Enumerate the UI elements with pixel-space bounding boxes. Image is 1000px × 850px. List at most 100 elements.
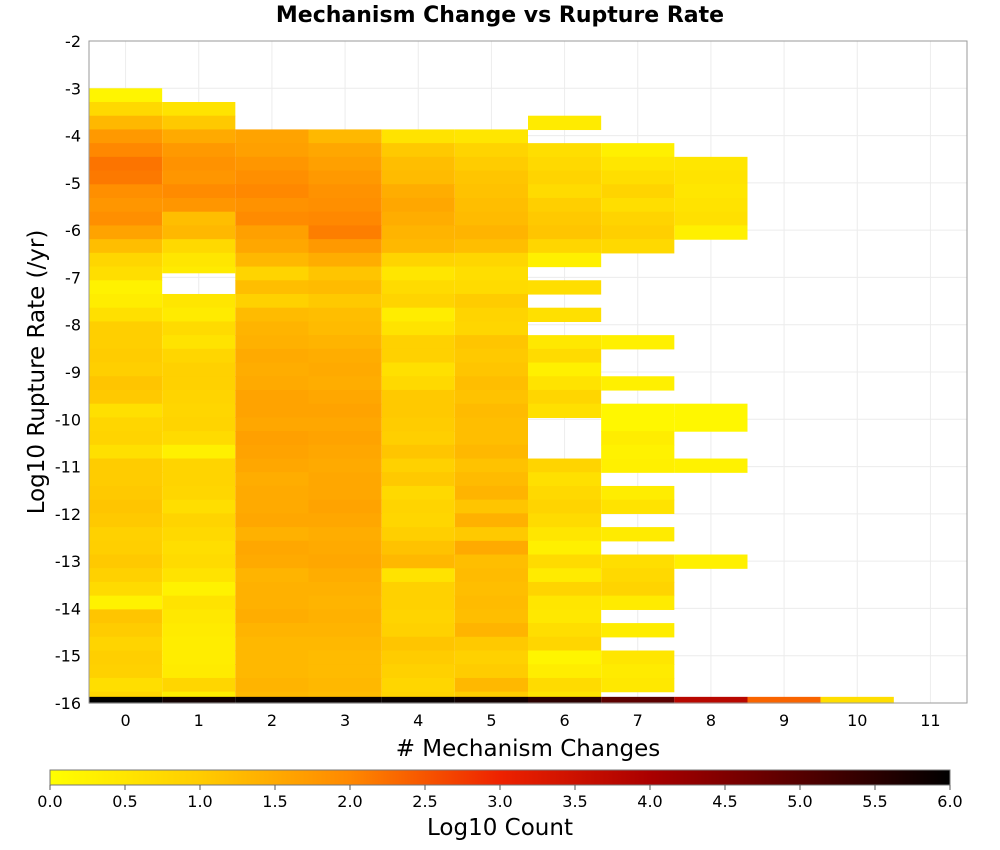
colorbar-tick-label: 2.0 (337, 792, 362, 811)
heatmap-cell (381, 499, 455, 514)
heatmap-cell (381, 472, 455, 487)
heatmap-cell (162, 293, 236, 309)
heatmap-cell (162, 499, 236, 514)
y-tick-label: -7 (65, 268, 81, 287)
y-tick-label: -14 (55, 599, 81, 618)
x-tick-label: 0 (120, 711, 130, 730)
heatmap-cell (89, 101, 163, 117)
heatmap-cell (528, 115, 602, 131)
colorbar-label: Log10 Count (427, 815, 573, 841)
heatmap-cell (162, 211, 236, 227)
x-tick-label: 10 (847, 711, 867, 730)
heatmap-cell (308, 513, 382, 528)
heatmap-cell (89, 88, 163, 103)
heatmap-cell (528, 664, 602, 679)
x-tick-label: 7 (633, 711, 643, 730)
x-tick-label: 5 (486, 711, 496, 730)
heatmap-cell (308, 362, 382, 377)
heatmap-cell (308, 211, 382, 227)
heatmap-cell (235, 691, 309, 698)
heatmap-cells (89, 88, 894, 704)
heatmap-cell (381, 595, 455, 610)
heatmap-cell (89, 696, 163, 704)
heatmap-cell (308, 540, 382, 556)
heatmap-cell (235, 499, 309, 514)
heatmap-cell (381, 650, 455, 665)
heatmap-cell (528, 609, 602, 624)
heatmap-cell (89, 581, 163, 597)
heatmap-cell (601, 225, 675, 240)
heatmap-cell (162, 691, 236, 698)
heatmap-cell (454, 293, 528, 309)
heatmap-cell (235, 129, 309, 144)
heatmap-cell (601, 485, 675, 501)
heatmap-cell (454, 444, 528, 460)
heatmap-cell (308, 417, 382, 432)
heatmap-cell (308, 696, 382, 704)
heatmap-cell (89, 252, 163, 268)
heatmap-cell (381, 348, 455, 364)
heatmap-cell (89, 197, 163, 213)
heatmap-cell (162, 609, 236, 624)
heatmap-cell (308, 156, 382, 172)
heatmap-cell (235, 335, 309, 350)
heatmap-cell (235, 376, 309, 391)
heatmap-cell (454, 623, 528, 638)
x-tick-label: 3 (340, 711, 350, 730)
heatmap-cell (454, 696, 528, 704)
heatmap-cell (454, 664, 528, 679)
heatmap-cell (528, 568, 602, 583)
heatmap-cell (381, 211, 455, 227)
heatmap-cell (308, 472, 382, 487)
heatmap-cell (381, 129, 455, 144)
heatmap-cell (162, 581, 236, 597)
y-axis-ticks: -2 -3 -4 -5 -6 -7 -8 -9 -10 -11 -12 -13 -14 -15 -16 (55, 32, 81, 713)
heatmap-cell (381, 636, 455, 652)
heatmap-cell (528, 595, 602, 610)
heatmap-cell (162, 115, 236, 131)
heatmap-cell (89, 623, 163, 638)
heatmap-cell (162, 636, 236, 652)
heatmap-cell (89, 472, 163, 487)
heatmap-cell (235, 184, 309, 199)
heatmap-cell (381, 362, 455, 377)
heatmap-cell (601, 499, 675, 514)
heatmap-cell (528, 143, 602, 158)
plot-frame (88, 40, 968, 704)
heatmap-cell (381, 197, 455, 213)
heatmap-cell (162, 623, 236, 638)
heatmap-cell (235, 527, 309, 542)
heatmap-cell (235, 280, 309, 295)
heatmap-cell (235, 239, 309, 254)
heatmap-cell (162, 458, 236, 473)
heatmap-cell (89, 540, 163, 556)
heatmap-cell (89, 266, 163, 281)
heatmap-cell (235, 595, 309, 610)
heatmap-cell (601, 568, 675, 583)
heatmap-cell (601, 581, 675, 597)
heatmap-cell (308, 321, 382, 336)
heatmap-cell (454, 156, 528, 172)
heatmap-cell (162, 156, 236, 172)
heatmap-cell (601, 650, 675, 665)
heatmap-cell (454, 431, 528, 446)
heatmap-cell (308, 664, 382, 679)
x-tick-label: 8 (706, 711, 716, 730)
heatmap-cell (601, 197, 675, 213)
heatmap-cell (674, 170, 748, 185)
heatmap-cell (308, 143, 382, 158)
heatmap-cell (162, 527, 236, 542)
heatmap-cell (89, 362, 163, 377)
heatmap-cell (528, 225, 602, 240)
heatmap-cell (162, 307, 236, 323)
colorbar (49, 769, 951, 786)
heatmap-cell (235, 472, 309, 487)
heatmap-cell (308, 568, 382, 583)
heatmap-cell (601, 431, 675, 446)
heatmap-cell (674, 211, 748, 227)
heatmap-cell (308, 458, 382, 473)
heatmap-cell (381, 156, 455, 172)
heatmap-cell (308, 197, 382, 213)
heatmap-cell (381, 554, 455, 569)
heatmap-cell (308, 293, 382, 309)
